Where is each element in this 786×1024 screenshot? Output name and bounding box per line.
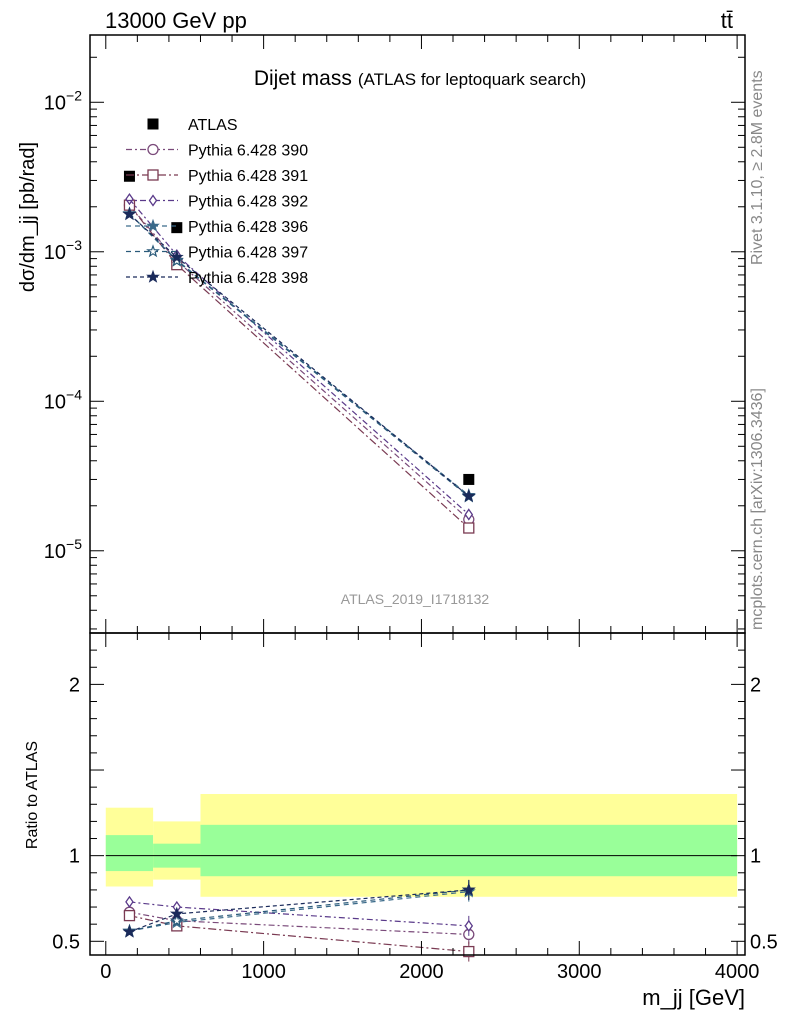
series-1-point-2 xyxy=(463,522,475,534)
yr-tick-label-left-2: 2 xyxy=(69,674,80,696)
ratio-series-5-point-0 xyxy=(122,924,137,938)
yr-tick-label-right-0: 0.5 xyxy=(750,931,778,953)
legend-marker-5 xyxy=(146,269,160,283)
legend-label-1: Pythia 6.428 391 xyxy=(188,168,308,185)
ratio-uncertainty-bands xyxy=(105,794,738,897)
title-sub: (ATLAS for leptoquark search) xyxy=(358,70,586,89)
x-tick-label-3: 3000 xyxy=(557,961,602,983)
series-5-point-2 xyxy=(461,488,476,503)
ratio-frame xyxy=(89,632,746,956)
legend-label-2: Pythia 6.428 392 xyxy=(188,194,308,211)
yr-tick-label-left-0: 0.5 xyxy=(52,931,80,953)
series-4-point-1 xyxy=(169,253,184,267)
legend-label-4: Pythia 6.428 397 xyxy=(188,245,308,262)
ratio-series-2-point-0 xyxy=(125,895,134,909)
atlas-point-1 xyxy=(171,222,183,234)
legend-marker-2 xyxy=(148,194,158,207)
band-inner-2 xyxy=(200,824,738,877)
x-tick-label-0: 0 xyxy=(100,961,111,983)
series-2-point-0 xyxy=(125,192,134,206)
ratio-series-5-point-2 xyxy=(461,882,476,896)
side-label-top: Rivet 3.1.10, ≥ 2.8M events xyxy=(749,70,766,265)
atlas-point-0 xyxy=(123,170,135,182)
ratio-series-5-point-1 xyxy=(169,906,184,920)
plot-frames xyxy=(89,34,746,956)
legend-atlas-marker xyxy=(147,118,159,130)
watermark: ATLAS_2019_I1718132 xyxy=(341,591,490,607)
atlas-data-points xyxy=(123,170,475,485)
yr-tick-label-right-1: 1 xyxy=(750,846,761,868)
legend-marker-1 xyxy=(147,169,159,181)
header-left: 13000 GeV pp xyxy=(105,8,247,33)
legend-label-5: Pythia 6.428 398 xyxy=(188,270,308,287)
atlas-point-2 xyxy=(463,473,475,485)
axis-ticks: 0 1000 2000 3000 4000 10−2 10−3 10−4 10−5 0.5 0.5 1… xyxy=(44,35,778,983)
band-inner-0 xyxy=(105,835,154,872)
legend-marker-0 xyxy=(147,143,159,156)
ym-tick-label-1: 10−3 xyxy=(44,237,82,264)
ratio-line-0 xyxy=(129,911,469,936)
ratio-series-1-point-0 xyxy=(123,909,136,922)
x-axis-label: m_jj [GeV] xyxy=(642,985,745,1010)
legend: ATLAS Pythia 6.428 390 Pythia 6.428 391 Pyt… xyxy=(126,117,308,287)
yr-tick-label-left-1: 1 xyxy=(69,846,80,868)
series-2-point-2 xyxy=(464,508,474,521)
legend-marker-3 xyxy=(146,218,160,232)
ym-tick-label-2: 10−4 xyxy=(44,386,82,413)
series-5-point-1 xyxy=(169,249,184,264)
x-tick-label-2: 2000 xyxy=(399,961,444,983)
main-series-lines xyxy=(122,192,476,534)
x-tick-label-4: 4000 xyxy=(715,961,760,983)
title-main: Dijet mass xyxy=(254,67,352,90)
ratio-series-lines xyxy=(122,879,476,962)
y-axis-label-main: dσ/dm_jj [pb/rad] xyxy=(17,142,39,292)
x-tick-label-1: 1000 xyxy=(241,961,286,983)
series-5-point-0 xyxy=(122,207,137,221)
yr-tick-label-right-2: 2 xyxy=(750,674,761,696)
legend-label-3: Pythia 6.428 396 xyxy=(188,219,308,236)
ym-tick-label-3: 10−5 xyxy=(44,536,82,563)
legend-atlas-label: ATLAS xyxy=(188,117,238,134)
ym-tick-label-0: 10−2 xyxy=(44,87,82,114)
side-label-bottom: mcplots.cern.ch [arXiv:1306.3436] xyxy=(749,388,766,630)
chart-title: Dijet mass (ATLAS for leptoquark search) xyxy=(254,67,586,90)
legend-marker-4 xyxy=(146,244,160,258)
ratio-series-2-point-2 xyxy=(464,919,474,933)
header-right: tt̄ xyxy=(721,8,733,33)
ratio-series-1-point-2 xyxy=(463,945,475,958)
y-axis-label-ratio: Ratio to ATLAS xyxy=(24,741,41,849)
legend-label-0: Pythia 6.428 390 xyxy=(188,143,308,160)
